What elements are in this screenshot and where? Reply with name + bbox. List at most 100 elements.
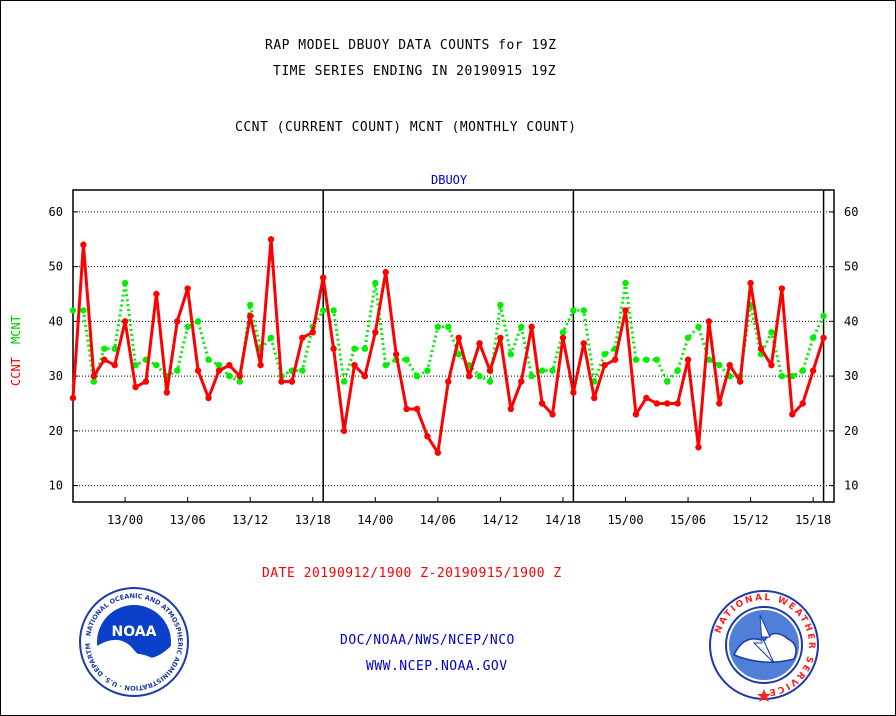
data-point-ccnt [684,356,692,363]
gridlines [73,211,834,487]
data-point-ccnt [351,361,358,369]
data-point-mcnt [445,323,452,331]
data-point-mcnt [101,345,108,352]
data-point-mcnt [194,318,202,325]
data-point-ccnt [726,361,733,369]
x-tick-label: 14/18 [545,513,581,527]
data-point-ccnt [247,312,254,320]
data-point-ccnt [382,268,389,276]
url-link[interactable]: WWW.NCEP.NOAA.GOV [366,659,508,674]
data-point-ccnt [601,361,608,369]
noaa-logo: NATIONAL OCEANIC AND ATMOSPHERIC ADMINIS… [79,587,189,697]
data-point-ccnt [361,372,369,380]
data-point-ccnt [465,372,473,380]
data-point-ccnt [757,345,765,352]
data-point-ccnt [174,318,181,325]
nws-logo: NATIONAL WEATHER SERVICE [709,590,819,702]
data-point-ccnt [789,411,796,418]
data-point-ccnt [518,378,525,385]
data-point-ccnt [184,285,191,292]
data-point-ccnt [622,307,629,314]
day-boundaries [322,190,825,502]
data-point-mcnt [205,356,212,363]
data-point-mcnt [820,312,827,320]
y-axis-labels: CCNT MCNT [9,315,23,386]
data-point-ccnt [528,323,535,331]
data-point-ccnt [372,329,379,336]
data-point-mcnt [351,345,358,352]
data-point-ccnt [507,405,515,413]
data-point-ccnt [340,427,348,435]
chart-title-line2: TIME SERIES ENDING IN 20190915 19Z [273,64,557,79]
data-point-mcnt [226,372,233,380]
data-point-ccnt [153,290,160,298]
data-point-ccnt [121,318,129,325]
data-point-ccnt [611,356,619,363]
data-point-mcnt [809,334,817,341]
data-point-mcnt [299,367,306,374]
chart-title-line1: RAP MODEL DBUOY DATA COUNTS for 19Z [265,38,557,53]
y-label-mcnt: MCNT [9,315,23,344]
data-point-ccnt [747,279,754,287]
noaa-logo-text: NOAA [112,624,157,640]
data-point-ccnt [267,236,275,243]
data-point-ccnt [80,241,87,248]
data-point-ccnt [403,405,410,413]
data-point-ccnt [486,367,494,374]
data-point-ccnt [643,394,650,402]
data-point-mcnt [538,367,546,374]
series-group [69,236,827,456]
data-point-mcnt [684,334,692,341]
data-point-mcnt [580,307,588,314]
org-link[interactable]: DOC/NOAA/NWS/NCEP/NCO [340,633,515,648]
date-range: DATE 20190912/1900 Z-20190915/1900 Z [262,566,562,581]
data-point-mcnt [507,351,515,358]
x-tick-label: 14/12 [482,513,518,527]
data-point-mcnt [111,345,118,352]
y-tick-label-left: 30 [49,369,63,383]
data-point-ccnt [778,285,786,292]
data-point-ccnt [674,400,681,407]
data-point-mcnt [424,367,431,374]
y-label-ccnt: CCNT [9,357,23,386]
x-tick-label: 13/06 [170,513,206,527]
data-point-mcnt [372,279,379,287]
data-point-mcnt [476,372,483,380]
data-point-ccnt [205,394,212,402]
data-point-mcnt [549,367,556,374]
x-tick-label: 15/18 [795,513,831,527]
data-point-ccnt [288,378,296,385]
y-tick-label-right: 40 [844,314,858,328]
data-point-mcnt [716,361,723,369]
data-point-ccnt [549,411,556,418]
data-point-mcnt [528,372,535,380]
x-tick-label: 14/06 [420,513,456,527]
data-point-ccnt [476,340,483,347]
data-point-ccnt [424,433,431,440]
series-mcnt [69,279,827,385]
y-tick-label-left: 10 [49,479,63,493]
data-point-ccnt [705,318,713,325]
data-point-mcnt [570,307,577,314]
x-tick-label: 15/06 [670,513,706,527]
data-point-mcnt [768,329,775,336]
y-tick-label-left: 40 [49,314,63,328]
data-point-ccnt [69,394,77,402]
data-point-mcnt [90,378,98,385]
data-point-mcnt [174,367,181,374]
data-point-mcnt [518,323,525,331]
data-point-mcnt [361,345,369,352]
data-point-ccnt [330,345,337,352]
data-point-ccnt [309,329,316,336]
data-point-ccnt [497,334,504,341]
x-tick-label: 14/00 [357,513,393,527]
data-point-mcnt [674,367,681,374]
data-point-ccnt [215,367,223,374]
data-point-ccnt [236,372,243,380]
data-point-ccnt [226,361,233,369]
x-tick-label: 15/00 [607,513,643,527]
data-point-mcnt [215,361,223,369]
data-point-ccnt [142,378,150,385]
data-point-mcnt [236,378,243,385]
